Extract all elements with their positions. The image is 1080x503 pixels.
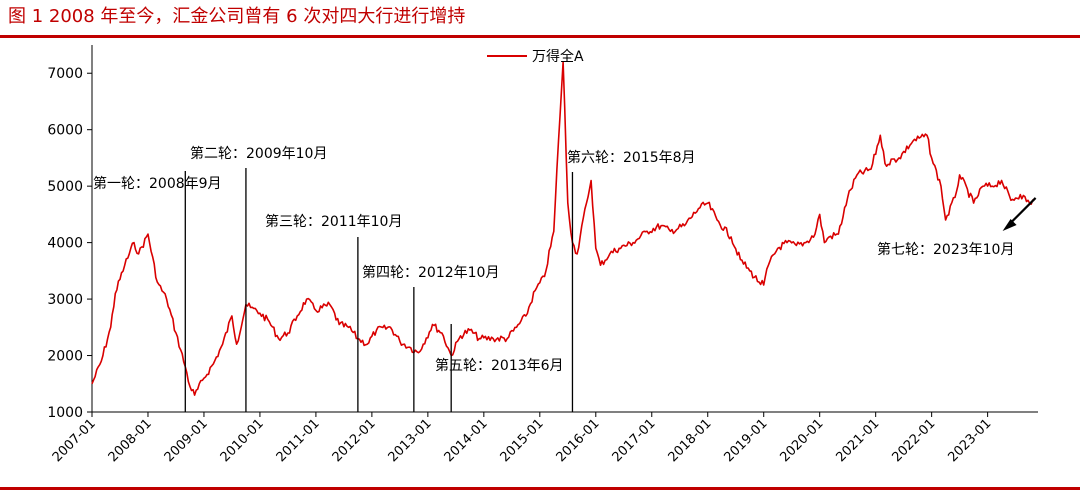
figure-title: 图 1 2008 年至今，汇金公司曾有 6 次对四大行进行增持: [8, 6, 466, 27]
y-tick-label: 1000: [47, 405, 83, 421]
annotation-round-5: 第五轮：2013年6月: [435, 324, 564, 412]
arrow-head: [1002, 218, 1017, 231]
top-divider: [0, 35, 1080, 38]
x-tick-label: 2015-01: [498, 416, 547, 465]
annotation-round-7: 第七轮：2023年10月: [877, 197, 1037, 258]
x-tick-label: 2009-01: [162, 416, 211, 465]
y-tick-label: 4000: [47, 236, 83, 252]
y-tick-label: 6000: [47, 123, 83, 139]
annotation-round-3: 第三轮：2011年10月: [265, 213, 402, 412]
bottom-divider: [0, 487, 1080, 490]
chart-legend: 万得全A: [487, 48, 584, 65]
x-tick-label: 2019-01: [722, 416, 771, 465]
x-tick-label: 2021-01: [833, 416, 882, 465]
annotation-label: 第二轮：2009年10月: [190, 145, 327, 162]
annotation-round-4: 第四轮：2012年10月: [362, 264, 499, 412]
annotation-round-6: 第六轮：2015年8月: [567, 149, 696, 412]
line-chart: 1000 2000 3000 4000 5000 6000 7000 2007-01 2008-…: [47, 45, 1038, 465]
x-tick-label: 2012-01: [330, 416, 379, 465]
y-tick-label: 3000: [47, 292, 83, 308]
x-tick-label: 2011-01: [274, 416, 323, 465]
annotation-label: 第四轮：2012年10月: [362, 264, 499, 281]
x-tick-label: 2017-01: [610, 416, 659, 465]
annotation-label: 第三轮：2011年10月: [265, 213, 402, 230]
annotation-label: 第七轮：2023年10月: [877, 241, 1014, 258]
annotation-round-1: 第一轮：2008年9月: [93, 171, 222, 412]
x-tick-label: 2023-01: [945, 416, 994, 465]
annotation-label: 第一轮：2008年9月: [93, 175, 222, 192]
x-tick-label: 2013-01: [386, 416, 435, 465]
x-tick-label: 2008-01: [106, 416, 155, 465]
x-tick-label: 2010-01: [218, 416, 267, 465]
x-tick-label: 2016-01: [554, 416, 603, 465]
y-tick-label: 7000: [47, 66, 83, 82]
annotation-label: 第五轮：2013年6月: [435, 357, 564, 374]
x-tick-label: 2007-01: [50, 416, 99, 465]
series-line-wande-all-a: [91, 61, 1035, 396]
y-tick-label: 5000: [47, 179, 83, 195]
x-tick-label: 2022-01: [889, 416, 938, 465]
x-tick-label: 2014-01: [442, 416, 491, 465]
y-tick-label: 2000: [47, 349, 83, 365]
legend-label: 万得全A: [532, 48, 584, 65]
x-tick-label: 2020-01: [777, 416, 826, 465]
annotation-round-2: 第二轮：2009年10月: [190, 145, 327, 412]
annotation-label: 第六轮：2015年8月: [567, 149, 696, 166]
x-tick-label: 2018-01: [666, 416, 715, 465]
